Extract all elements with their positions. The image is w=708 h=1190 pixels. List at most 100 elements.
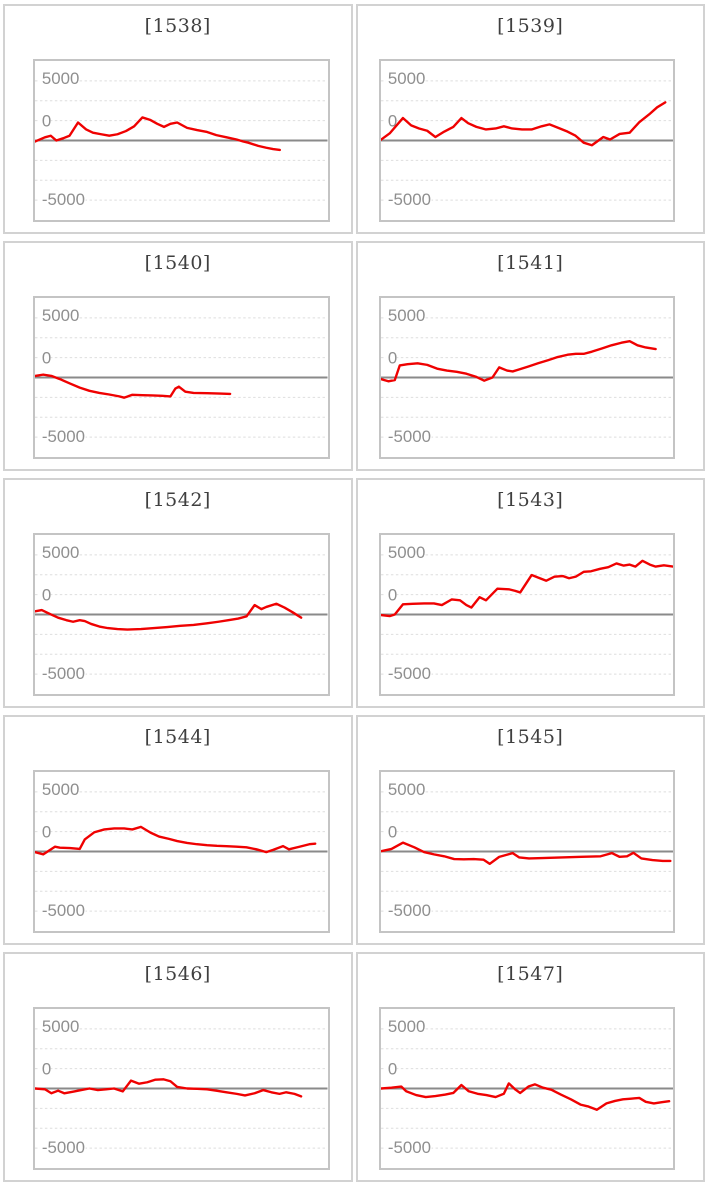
series-line [35,116,281,152]
y-axis-label: 5000 [387,1017,424,1036]
chart-plot: 5000 0 -5000 [33,296,330,459]
chart-tile: [1542] 5000 0 -5000 [3,478,353,708]
chart-title: [1546] [144,963,211,985]
y-axis-label-halo [385,429,432,445]
y-axis-label-halo [39,70,78,86]
series-line [380,101,666,147]
chart-title: [1538] [144,15,211,37]
y-axis-label: -5000 [387,1138,430,1157]
series-line [380,340,657,383]
y-axis-label: 5000 [42,1017,79,1036]
y-axis-label-halo [385,1061,397,1077]
y-axis-label-halo [385,544,424,560]
series-line [380,841,672,866]
gridlines [35,791,328,912]
y-axis-label-halo [39,113,51,129]
y-axis-label-halo [385,824,397,840]
chart-tile: [1546] 5000 0 -5000 [3,952,353,1182]
y-axis-label: -5000 [42,190,85,209]
y-axis-label-halo [39,544,78,560]
y-axis-label: 0 [42,1060,51,1079]
chart-tile: [1547] 5000 0 -5000 [355,952,705,1182]
slump-graph-svg: 5000 0 -5000 [380,780,673,920]
gridlines [35,80,328,201]
y-axis-label-halo [385,113,397,129]
y-axis-label-halo [385,781,424,797]
y-axis-label: 5000 [387,543,424,562]
y-axis-label-halo [39,192,86,208]
y-axis-label-halo [39,350,51,366]
y-axis-label: 5000 [42,69,79,88]
series-line [35,602,303,631]
series-line [35,373,232,399]
y-axis-label-halo [385,350,397,366]
y-axis-label: -5000 [42,901,85,920]
y-axis-label: 5000 [387,306,424,325]
y-axis-label: 5000 [42,306,79,325]
chart-plot: 5000 0 -5000 [378,296,675,459]
chart-tile: [1538] 5000 0 -5000 [3,4,353,234]
y-axis-label: 0 [42,586,51,605]
chart-title: [1547] [497,963,564,985]
chart-plot: 5000 0 -5000 [33,533,330,696]
y-axis-label: -5000 [387,190,430,209]
slump-graph-svg: 5000 0 -5000 [380,543,673,683]
slump-graph-svg: 5000 0 -5000 [35,69,328,209]
chart-plot: 5000 0 -5000 [378,533,675,696]
y-axis-label-halo [39,587,51,603]
y-axis-label-halo [39,307,78,323]
y-axis-label-halo [385,70,424,86]
y-axis-label-halo [39,429,86,445]
y-axis-label-halo [39,824,51,840]
slump-graph-svg: 5000 0 -5000 [35,780,328,920]
chart-plot: 5000 0 -5000 [33,59,330,222]
series-line [380,1082,670,1111]
y-axis-label: 0 [387,823,396,842]
gridlines [380,80,673,201]
y-axis-label: -5000 [387,664,430,683]
chart-tile: [1545] 5000 0 -5000 [355,715,705,945]
y-axis-label-halo [39,1018,78,1034]
slump-graph-svg: 5000 0 -5000 [35,306,328,446]
y-axis-label: 0 [387,349,396,368]
slump-graph-svg: 5000 0 -5000 [380,69,673,209]
y-axis-label-halo [39,1061,51,1077]
chart-plot: 5000 0 -5000 [33,1007,330,1170]
chart-title: [1545] [497,726,564,748]
y-axis-label: -5000 [42,664,85,683]
y-axis-label: -5000 [42,1138,85,1157]
y-axis-label-halo [385,903,432,919]
chart-plot: 5000 0 -5000 [378,59,675,222]
y-axis-label-halo [39,1140,86,1156]
series-line [380,559,673,618]
y-axis-label-halo [385,192,432,208]
gridlines [35,317,328,438]
chart-tile: [1543] 5000 0 -5000 [355,478,705,708]
chart-title: [1540] [144,252,211,274]
chart-title: [1542] [144,489,211,511]
y-axis-label: 0 [387,586,396,605]
gridlines [380,317,673,438]
chart-title: [1541] [497,252,564,274]
slump-graph-svg: 5000 0 -5000 [380,1017,673,1157]
chart-plot: 5000 0 -5000 [378,770,675,933]
slump-graph-svg: 5000 0 -5000 [35,1017,328,1157]
y-axis-label: 5000 [387,780,424,799]
y-axis-label: 0 [42,349,51,368]
chart-tile: [1544] 5000 0 -5000 [3,715,353,945]
y-axis-label-halo [385,587,397,603]
gridlines [380,554,673,675]
y-axis-label: 5000 [42,780,79,799]
series-line [35,825,317,856]
chart-tile: [1541] 5000 0 -5000 [355,241,705,471]
y-axis-label: 0 [42,112,51,131]
gridlines [380,791,673,912]
y-axis-label: 0 [387,112,396,131]
chart-tile: [1540] 5000 0 -5000 [3,241,353,471]
y-axis-label-halo [385,1018,424,1034]
y-axis-label-halo [385,1140,432,1156]
chart-title: [1543] [497,489,564,511]
gridlines [35,554,328,675]
y-axis-label-halo [385,307,424,323]
